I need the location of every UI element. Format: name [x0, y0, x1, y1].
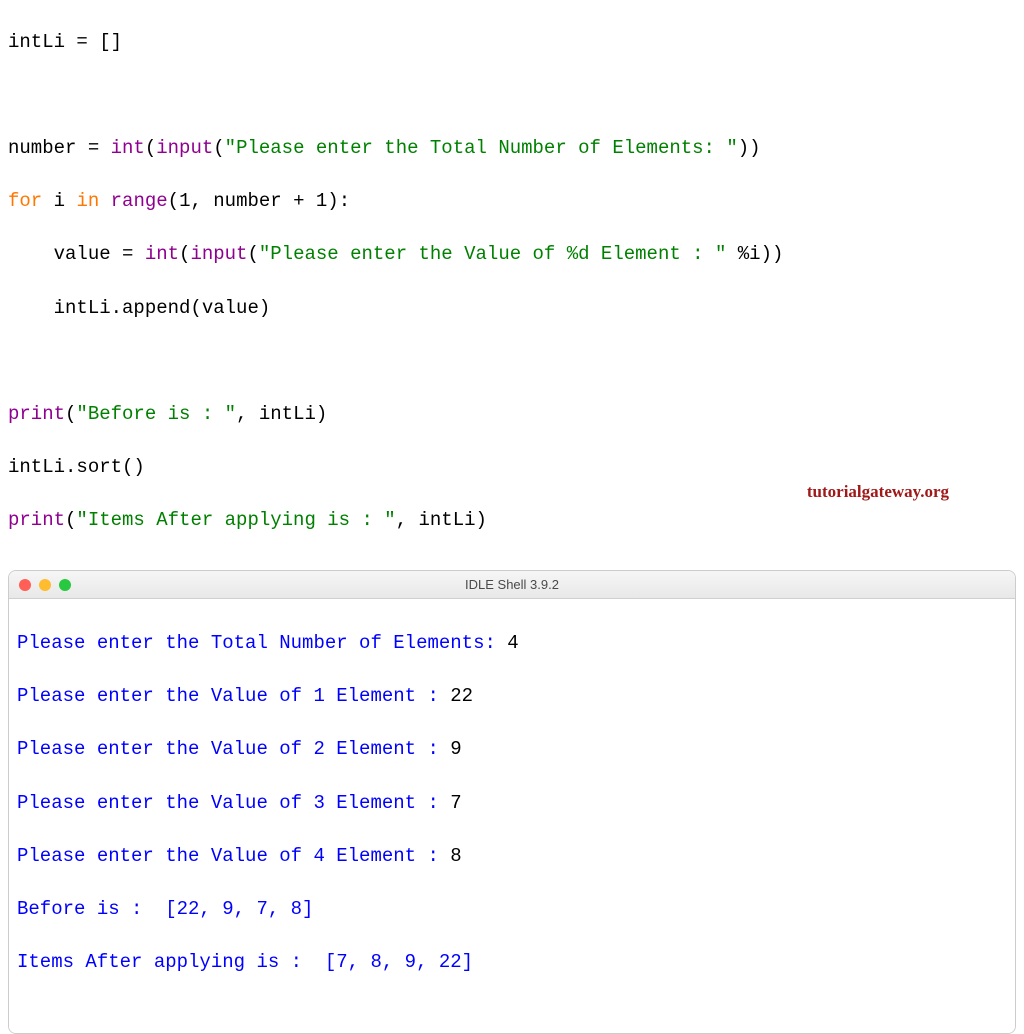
shell-line-7: Items After applying is : [7, 8, 9, 22] [17, 949, 1007, 976]
shell-prompt: Please enter the Value of 2 Element : [17, 738, 450, 760]
code-string: "Items After applying is : " [76, 509, 395, 531]
code-builtin: input [190, 243, 247, 265]
code-line-8: print("Before is : ", intLi) [8, 401, 1016, 428]
code-builtin: int [145, 243, 179, 265]
shell-output-text: Before is : [22, 9, 7, 8] [17, 898, 313, 920]
code-text: ( [145, 137, 156, 159]
code-builtin: range [111, 190, 168, 212]
code-text: ( [247, 243, 258, 265]
code-text: ( [65, 509, 76, 531]
code-line-7 [8, 348, 1016, 375]
shell-input: 22 [450, 685, 473, 707]
code-text: , intLi) [396, 509, 487, 531]
shell-output-text: Items After applying is : [7, 8, 9, 22] [17, 951, 473, 973]
code-keyword: for [8, 190, 42, 212]
idle-shell-window: IDLE Shell 3.9.2 Please enter the Total … [8, 570, 1016, 1034]
window-title-bar: IDLE Shell 3.9.2 [9, 571, 1015, 599]
code-string: "Please enter the Value of %d Element : … [259, 243, 726, 265]
code-text: i [42, 190, 76, 212]
code-string: "Please enter the Total Number of Elemen… [225, 137, 738, 159]
shell-prompt: Please enter the Total Number of Element… [17, 632, 507, 654]
shell-line-1: Please enter the Total Number of Element… [17, 630, 1007, 657]
code-builtin: int [111, 137, 145, 159]
code-text: intLi.sort() [8, 456, 145, 478]
shell-line-5: Please enter the Value of 4 Element : 8 [17, 843, 1007, 870]
code-line-1: intLi = [] [8, 29, 1016, 56]
code-text: intLi.append(value) [8, 297, 270, 319]
code-text: intLi = [] [8, 31, 122, 53]
code-keyword: in [76, 190, 99, 212]
code-text: %i)) [726, 243, 783, 265]
code-text: value = [8, 243, 145, 265]
shell-prompt: Please enter the Value of 3 Element : [17, 792, 450, 814]
shell-input: 9 [450, 738, 461, 760]
code-text: ( [213, 137, 224, 159]
shell-input: 7 [450, 792, 461, 814]
code-text: number = [8, 137, 111, 159]
watermark: tutorialgateway.org [807, 480, 949, 504]
shell-prompt: Please enter the Value of 1 Element : [17, 685, 450, 707]
code-line-2 [8, 82, 1016, 109]
shell-line-4: Please enter the Value of 3 Element : 7 [17, 790, 1007, 817]
shell-line-6: Before is : [22, 9, 7, 8] [17, 896, 1007, 923]
code-text [99, 190, 110, 212]
code-line-3: number = int(input("Please enter the Tot… [8, 135, 1016, 162]
code-line-6: intLi.append(value) [8, 295, 1016, 322]
shell-prompt: Please enter the Value of 4 Element : [17, 845, 450, 867]
shell-line-2: Please enter the Value of 1 Element : 22 [17, 683, 1007, 710]
shell-input: 4 [507, 632, 518, 654]
code-text: , intLi) [236, 403, 327, 425]
shell-input: 8 [450, 845, 461, 867]
code-text: )) [738, 137, 761, 159]
code-text: ( [65, 403, 76, 425]
code-string: "Before is : " [76, 403, 236, 425]
shell-output: Please enter the Total Number of Element… [9, 599, 1015, 1033]
code-line-4: for i in range(1, number + 1): [8, 188, 1016, 215]
code-text: (1, number + 1): [168, 190, 350, 212]
shell-line-3: Please enter the Value of 2 Element : 9 [17, 736, 1007, 763]
code-builtin: print [8, 403, 65, 425]
code-builtin: print [8, 509, 65, 531]
code-line-9: intLi.sort() [8, 454, 1016, 481]
code-builtin: input [156, 137, 213, 159]
code-text: ( [179, 243, 190, 265]
code-line-10: print("Items After applying is : ", intL… [8, 507, 1016, 534]
code-line-5: value = int(input("Please enter the Valu… [8, 241, 1016, 268]
